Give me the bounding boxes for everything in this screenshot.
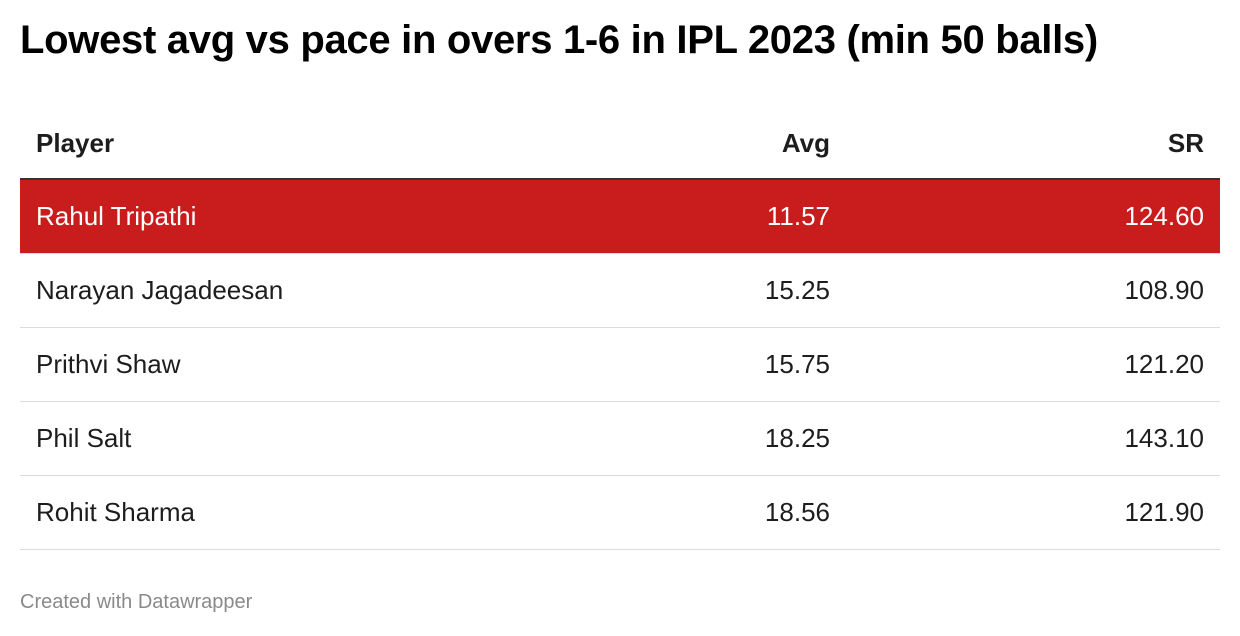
avg-cell: 18.56 <box>764 497 830 527</box>
table-row: Phil Salt 18.25 143.10 <box>20 402 1220 476</box>
avg-cell: 15.25 <box>764 275 830 305</box>
sr-cell: 121.20 <box>1124 349 1204 379</box>
credit-footer[interactable]: Created with Datawrapper <box>20 591 253 613</box>
chart-title: Lowest avg vs pace in overs 1-6 in IPL 2… <box>20 18 1098 62</box>
data-table: Player Avg SR Rahul Tripathi 11.57 124.6… <box>20 108 1220 550</box>
sr-cell: 108.90 <box>1124 275 1204 305</box>
column-header-player[interactable]: Player <box>36 127 115 158</box>
column-header-sr[interactable]: SR <box>1167 127 1204 158</box>
player-cell: Prithvi Shaw <box>36 349 181 379</box>
avg-cell: 18.25 <box>764 423 830 453</box>
table-header-row: Player Avg SR <box>20 108 1220 180</box>
table-row: Prithvi Shaw 15.75 121.20 <box>20 328 1220 402</box>
sr-cell: 121.90 <box>1124 497 1204 527</box>
sr-cell: 124.60 <box>1124 201 1204 231</box>
table-row: Rohit Sharma 18.56 121.90 <box>20 476 1220 550</box>
player-cell: Rohit Sharma <box>36 497 195 527</box>
avg-cell: 15.75 <box>764 349 830 379</box>
table-row: Narayan Jagadeesan 15.25 108.90 <box>20 254 1220 328</box>
sr-cell: 143.10 <box>1124 423 1204 453</box>
player-cell: Phil Salt <box>36 423 132 453</box>
table-row: Rahul Tripathi 11.57 124.60 <box>20 180 1220 254</box>
column-header-avg[interactable]: Avg <box>781 127 830 158</box>
avg-cell: 11.57 <box>766 201 830 231</box>
player-cell: Rahul Tripathi <box>36 201 197 231</box>
player-cell: Narayan Jagadeesan <box>36 275 284 305</box>
